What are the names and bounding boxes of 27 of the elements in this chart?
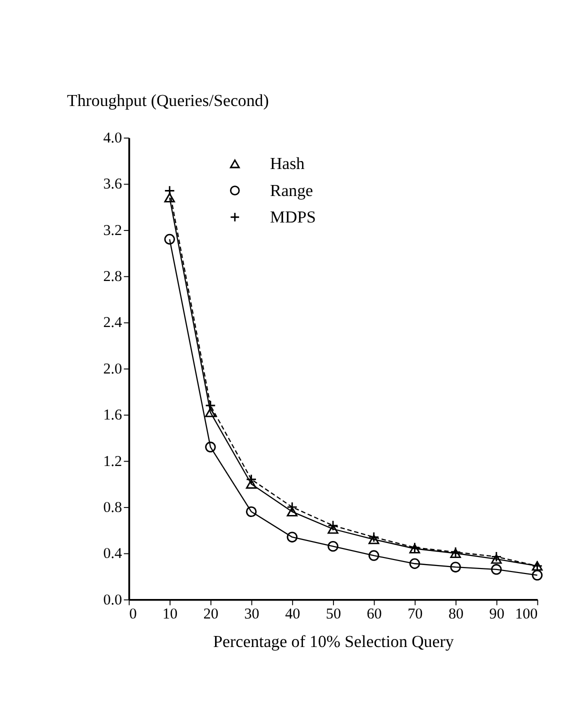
- y-tick-label: 0.8: [103, 500, 122, 516]
- legend-label: Range: [270, 180, 314, 200]
- legend-label: Hash: [270, 154, 306, 174]
- x-axis-title: Percentage of 10% Selection Query: [213, 632, 454, 651]
- y-axis-title: Throughput (Queries/Second): [67, 91, 269, 110]
- x-tick-label: 60: [366, 606, 382, 623]
- x-tick-label: 0: [129, 606, 137, 623]
- x-tick-label: 80: [448, 606, 464, 623]
- y-tick-label: 0.0: [103, 592, 122, 608]
- x-tick-label: 100: [515, 606, 538, 623]
- x-tick-label: 50: [326, 606, 341, 623]
- x-tick-label: 40: [285, 606, 300, 623]
- y-tick-label: 3.2: [103, 222, 122, 239]
- y-tick-label: 0.4: [103, 546, 123, 562]
- y-tick-label: 2.8: [103, 269, 122, 286]
- x-tick-label: 70: [408, 606, 423, 623]
- x-tick-label: 10: [162, 606, 178, 623]
- y-tick-label: 3.6: [103, 176, 123, 193]
- x-tick-label: 30: [244, 606, 260, 623]
- y-tick-label: 2.4: [103, 315, 123, 332]
- y-tick-label: 2.0: [103, 361, 122, 378]
- y-tick-label: 4.0: [103, 130, 122, 147]
- y-tick-label: 1.2: [103, 454, 122, 470]
- y-tick-label: 1.6: [103, 408, 123, 424]
- x-tick-label: 90: [489, 606, 504, 623]
- legend-label: MDPS: [270, 207, 316, 226]
- x-tick-label: 20: [203, 606, 218, 623]
